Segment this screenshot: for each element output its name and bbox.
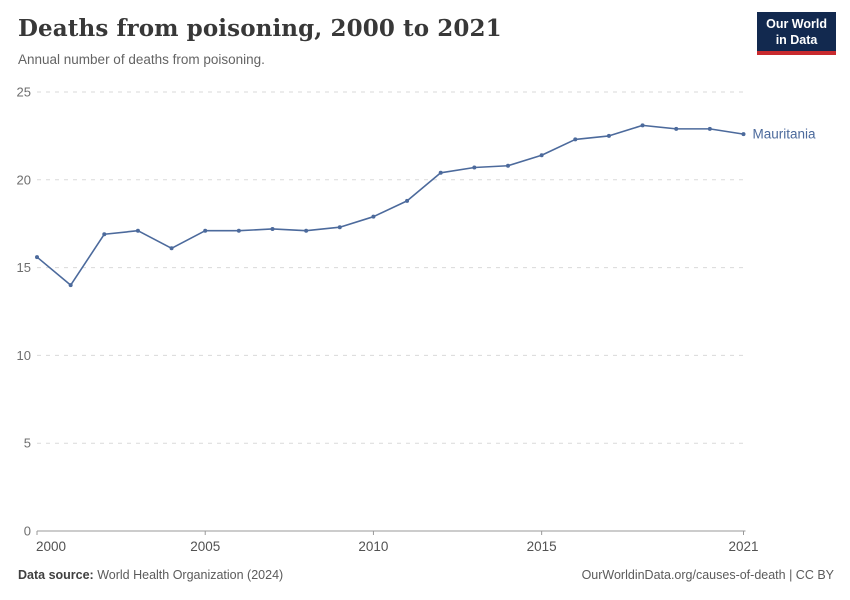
data-point[interactable] <box>506 163 510 168</box>
data-point[interactable] <box>640 123 645 128</box>
data-point[interactable] <box>606 133 611 138</box>
data-point[interactable] <box>102 232 107 237</box>
data-point[interactable] <box>472 165 477 170</box>
credit-link[interactable]: OurWorldinData.org/causes-of-death | CC … <box>581 568 834 582</box>
data-point[interactable] <box>539 153 544 158</box>
data-point[interactable] <box>371 214 376 219</box>
series-end-label[interactable]: Mauritania <box>753 127 817 142</box>
chart-title: Deaths from poisoning, 2000 to 2021 <box>18 15 502 42</box>
owid-logo[interactable]: Our World in Data <box>757 12 836 55</box>
x-axis-tick-label: 2005 <box>190 539 220 554</box>
y-axis-tick-label: 20 <box>17 172 31 187</box>
data-point[interactable] <box>573 137 578 142</box>
series-line-mauritania[interactable] <box>36 124 744 286</box>
data-point[interactable] <box>169 246 174 251</box>
x-axis-tick-label: 2021 <box>728 539 758 554</box>
x-axis-tick-label: 2000 <box>36 539 66 554</box>
data-source-value: World Health Organization (2024) <box>93 568 284 582</box>
data-point[interactable] <box>236 228 241 233</box>
data-point[interactable] <box>35 255 39 260</box>
data-point[interactable] <box>135 228 140 233</box>
data-source-label: Data source: <box>18 568 94 582</box>
data-point[interactable] <box>68 283 73 288</box>
x-axis-tick-label: 2015 <box>527 539 557 554</box>
y-axis-tick-label: 15 <box>17 260 31 275</box>
chart-footer: Data source: World Health Organization (… <box>18 568 834 582</box>
x-axis-tick-label: 2010 <box>358 539 388 554</box>
owid-logo-line1: Our World <box>766 17 827 31</box>
data-point[interactable] <box>741 132 746 137</box>
data-point[interactable] <box>438 170 443 175</box>
owid-logo-line2: in Data <box>775 33 818 47</box>
data-source-text: Data source: World Health Organization (… <box>18 568 283 582</box>
data-point[interactable] <box>270 226 275 231</box>
data-point[interactable] <box>203 228 208 233</box>
data-point[interactable] <box>405 198 410 203</box>
data-point[interactable] <box>707 126 712 131</box>
chart-subtitle: Annual number of deaths from poisoning. <box>18 52 265 67</box>
y-axis-tick-label: 25 <box>17 85 31 100</box>
data-point[interactable] <box>674 126 679 131</box>
y-axis-tick-label: 0 <box>24 524 31 539</box>
y-axis-tick-label: 10 <box>17 348 31 363</box>
y-axis-tick-label: 5 <box>24 436 31 451</box>
data-point[interactable] <box>337 225 342 230</box>
data-point[interactable] <box>304 228 309 233</box>
